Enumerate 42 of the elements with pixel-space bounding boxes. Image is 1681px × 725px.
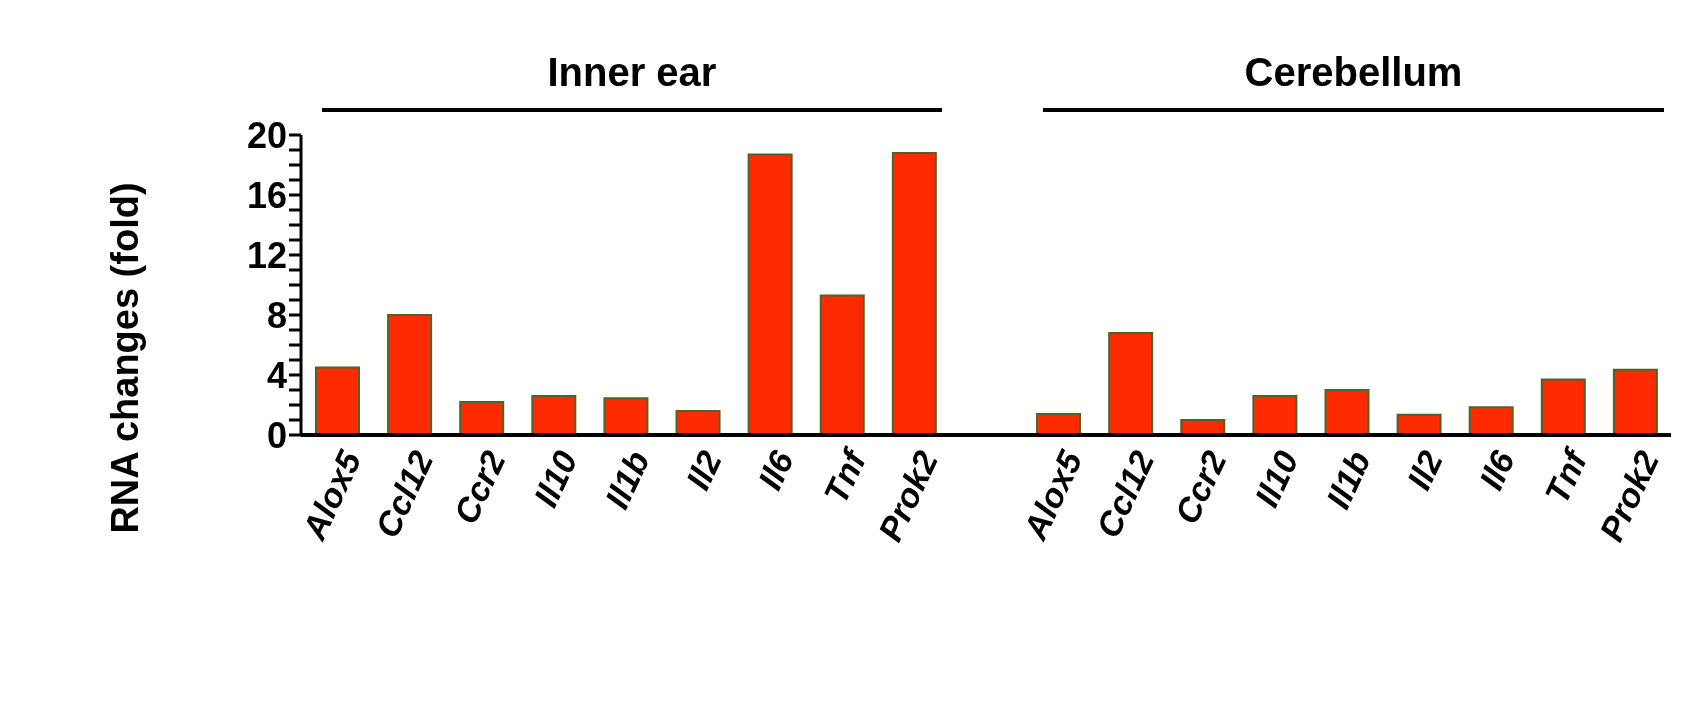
bar [1468, 406, 1514, 435]
text: Inner ear [546, 50, 718, 95]
bar [891, 152, 937, 435]
x-tick-label: Il6 [750, 443, 802, 496]
x-tick-label: Il2 [678, 444, 729, 496]
bar [315, 366, 360, 435]
x-tick-label: Il6 [1471, 443, 1523, 496]
bar [1108, 332, 1154, 435]
y-tick-label: 0 [266, 414, 287, 456]
text: Cerebellum [1243, 50, 1464, 95]
bar [459, 401, 505, 435]
bar [675, 410, 721, 435]
bar [819, 294, 865, 435]
x-tick-label: Il2 [1399, 444, 1450, 496]
bar [1540, 378, 1586, 435]
bar [1036, 413, 1082, 435]
x-tick-label: Il10 [526, 444, 585, 513]
x-tick-label: Il1b [597, 444, 657, 515]
bar [1612, 368, 1658, 435]
y-tick-label: 12 [246, 234, 287, 276]
y-tick-label: 20 [246, 114, 287, 156]
x-tick-label: Alox5 [294, 443, 369, 546]
x-tick-label: Tnf [816, 441, 875, 509]
bar [747, 153, 793, 435]
x-tick-label: Ccr2 [446, 444, 513, 530]
bar [387, 314, 433, 435]
x-tick-label: Il1b [1318, 444, 1378, 515]
x-tick-label: Il10 [1247, 444, 1306, 513]
bar [1324, 389, 1370, 435]
bar [1252, 395, 1298, 435]
x-tick-label: Ccl12 [1088, 444, 1162, 544]
x-tick-label: Ccl12 [367, 444, 441, 544]
y-tick-label: 8 [266, 294, 287, 336]
bar [1396, 413, 1442, 435]
bar [531, 395, 577, 435]
x-tick-label: Tnf [1537, 441, 1596, 509]
y-axis-title: RNA changes (fold) [103, 181, 147, 534]
bar [603, 397, 649, 435]
x-tick-label: Alox5 [1015, 443, 1090, 546]
x-tick-label: Ccr2 [1167, 444, 1234, 530]
y-tick-label: 4 [266, 354, 287, 396]
y-tick-label: 16 [246, 174, 287, 216]
